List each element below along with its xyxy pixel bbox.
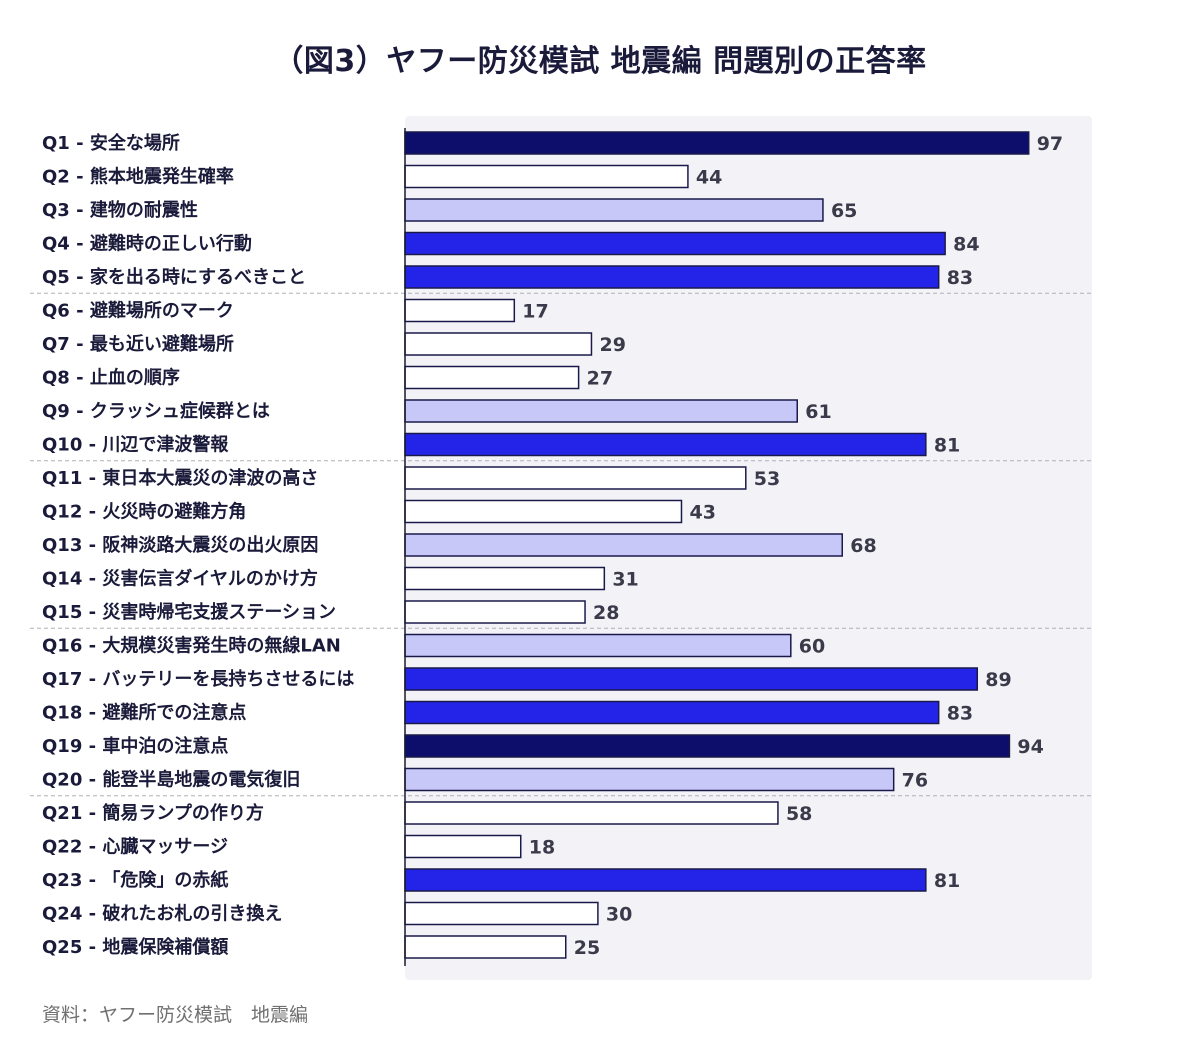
- value-label-q19: 94: [1017, 736, 1043, 758]
- value-label-q22: 18: [529, 837, 555, 859]
- bar-q25: [404, 935, 567, 959]
- value-label-q13: 68: [850, 535, 876, 557]
- category-label-q19: Q19 - 車中泊の注意点: [42, 735, 228, 757]
- value-label-q8: 27: [587, 368, 613, 390]
- bar-q22: [404, 834, 522, 859]
- category-label-q7: Q7 - 最も近い避難場所: [42, 333, 234, 355]
- category-label-q1: Q1 - 安全な場所: [42, 132, 180, 154]
- bar-q4: [404, 231, 946, 256]
- category-label-q12: Q12 - 火災時の避難方角: [42, 501, 246, 523]
- bar-q8: [404, 365, 580, 390]
- value-labels: 97 44 65 84 83 17 29 27 61 81 53 43 68 31 28 60 89 83 94 76…: [522, 133, 1063, 959]
- bar-q24: [404, 901, 599, 926]
- bar-q20: [404, 767, 895, 792]
- value-label-q18: 83: [947, 703, 973, 725]
- category-label-q2: Q2 - 熊本地震発生確率: [42, 166, 234, 188]
- value-label-q24: 30: [606, 904, 632, 926]
- category-labels: Q1 - 安全な場所 Q2 - 熊本地震発生確率 Q3 - 建物の耐震性 Q4 - 避…: [42, 132, 354, 958]
- category-label-q10: Q10 - 川辺で津波警報: [42, 434, 229, 456]
- bar-q10: [404, 432, 927, 457]
- bar-q3: [404, 198, 824, 222]
- category-label-q25: Q25 - 地震保険補償額: [42, 936, 228, 958]
- bars-group: [404, 131, 1030, 959]
- bar-q2: [404, 164, 689, 189]
- bar-q14: [404, 566, 606, 591]
- category-label-q3: Q3 - 建物の耐震性: [42, 199, 198, 221]
- value-label-q11: 53: [754, 468, 780, 490]
- bar-q21: [404, 801, 779, 825]
- value-label-q3: 65: [831, 200, 857, 222]
- category-label-q4: Q4 - 避難時の正しい行動: [42, 233, 252, 255]
- category-label-q24: Q24 - 破れたお札の引き換え: [42, 903, 282, 925]
- category-label-q23: Q23 - 「危険」の赤紙: [42, 869, 228, 891]
- bar-q5: [404, 265, 940, 289]
- value-label-q15: 28: [593, 602, 619, 624]
- bar-q1: [404, 131, 1030, 155]
- value-label-q12: 43: [689, 502, 715, 524]
- bar-q12: [404, 499, 683, 524]
- bar-q15: [404, 600, 586, 624]
- category-label-q6: Q6 - 避難場所のマーク: [42, 300, 234, 322]
- category-label-q11: Q11 - 東日本大震災の津波の高さ: [42, 467, 318, 489]
- category-label-q18: Q18 - 避難所での注意点: [42, 702, 246, 724]
- bar-q11: [404, 466, 747, 490]
- category-label-q13: Q13 - 阪神淡路大震災の出火原因: [42, 534, 318, 556]
- value-label-q25: 25: [574, 937, 600, 959]
- category-label-q15: Q15 - 災害時帰宅支援ステーション: [42, 601, 336, 623]
- value-label-q2: 44: [696, 167, 722, 189]
- value-label-q4: 84: [953, 234, 979, 256]
- source-note: 資料：ヤフー防災模試 地震編: [42, 1004, 309, 1026]
- value-label-q14: 31: [612, 569, 638, 591]
- value-label-q21: 58: [786, 803, 812, 825]
- value-label-q16: 60: [799, 636, 825, 658]
- value-label-q6: 17: [522, 301, 548, 323]
- category-label-q5: Q5 - 家を出る時にするべきこと: [42, 266, 306, 288]
- category-label-q17: Q17 - バッテリーを長持ちさせるには: [42, 668, 354, 690]
- category-label-q8: Q8 - 止血の順序: [42, 367, 180, 389]
- bar-q9: [404, 399, 798, 423]
- value-label-q20: 76: [902, 770, 928, 792]
- bar-q6: [404, 298, 516, 323]
- category-label-q21: Q21 - 簡易ランプの作り方: [42, 802, 264, 824]
- value-label-q10: 81: [934, 435, 960, 457]
- group-separators: [30, 292, 1092, 797]
- category-label-q20: Q20 - 能登半島地震の電気復旧: [42, 769, 300, 791]
- bar-q7: [404, 332, 593, 356]
- bar-q17: [404, 667, 979, 691]
- bar-q16: [404, 633, 792, 658]
- bar-q13: [404, 533, 843, 557]
- value-label-q5: 83: [947, 267, 973, 289]
- bar-q18: [404, 700, 940, 725]
- category-label-q14: Q14 - 災害伝言ダイヤルのかけ方: [42, 568, 318, 590]
- category-label-q22: Q22 - 心臓マッサージ: [42, 837, 228, 858]
- category-label-q9: Q9 - クラッシュ症候群とは: [42, 400, 270, 422]
- value-label-q23: 81: [934, 870, 960, 892]
- category-label-q16: Q16 - 大規模災害発生時の無線LAN: [42, 635, 341, 657]
- value-label-q9: 61: [805, 401, 831, 423]
- value-label-q7: 29: [599, 334, 625, 356]
- bar-q19: [404, 734, 1011, 758]
- value-label-q17: 89: [985, 669, 1011, 691]
- value-label-q1: 97: [1037, 133, 1063, 155]
- chart-title: （図3）ヤフー防災模試 地震編 問題別の正答率: [273, 44, 927, 79]
- bar-q23: [404, 868, 927, 892]
